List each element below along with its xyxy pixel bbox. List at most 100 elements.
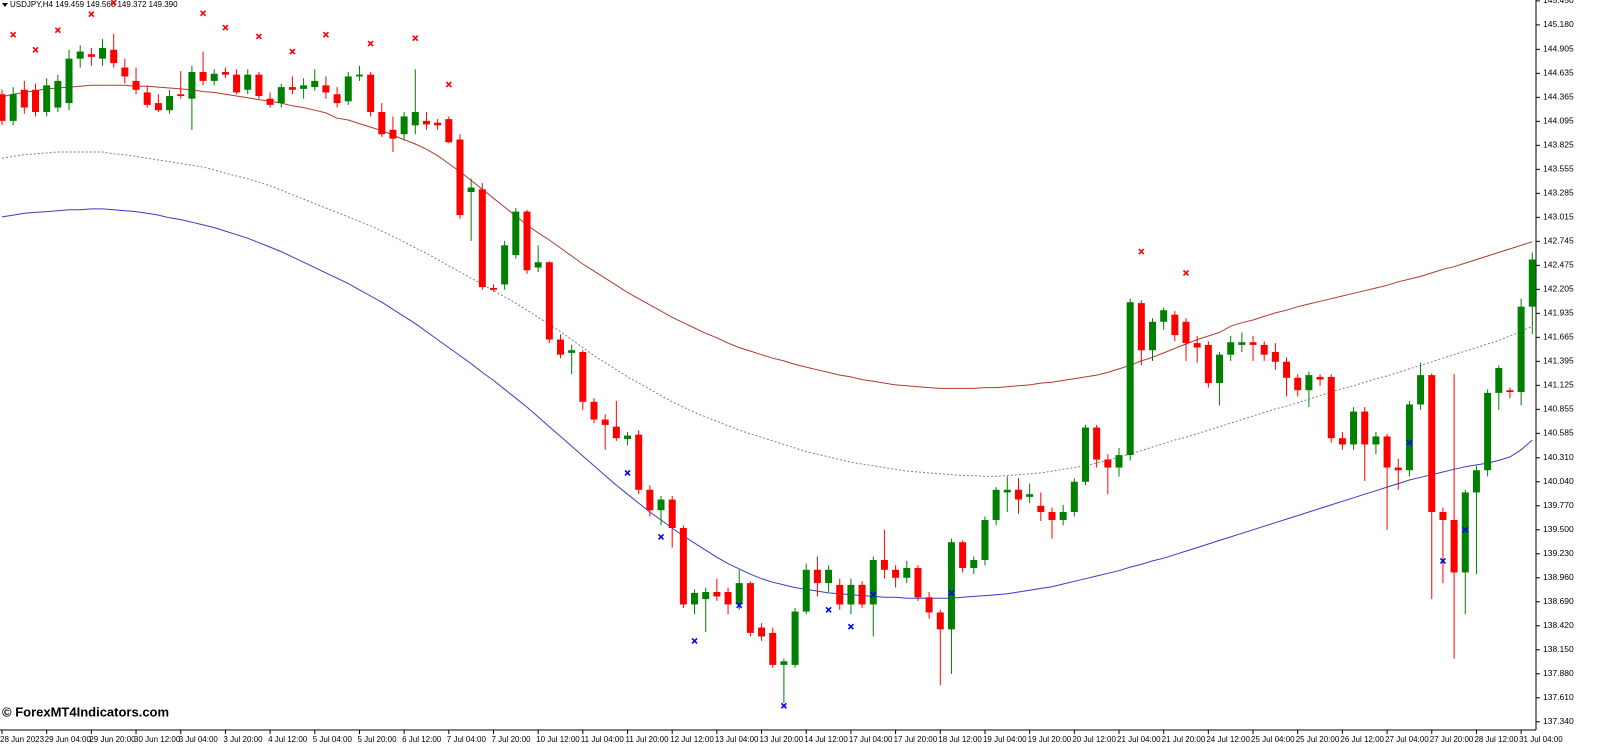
candle-body	[746, 583, 754, 633]
candle-body	[970, 560, 978, 568]
x-tick-label: 27 Jul 20:00	[1430, 735, 1474, 744]
candle-body	[177, 94, 185, 96]
candle-body	[858, 584, 866, 605]
candle-body	[501, 245, 509, 285]
x-tick-label: 13 Jul 20:00	[760, 735, 804, 744]
candle-body	[65, 58, 73, 104]
candle-body	[1227, 342, 1235, 355]
candle-body	[1070, 481, 1078, 512]
x-tick-label: 17 Jul 20:00	[894, 735, 938, 744]
x-tick-label: 29 Jun 20:00	[89, 735, 136, 744]
signal-marker	[10, 31, 17, 38]
symbol-menu-icon[interactable]	[2, 3, 8, 7]
x-tick-label: 6 Jul 12:00	[402, 735, 442, 744]
candle-body	[1193, 343, 1201, 348]
candle-body	[1182, 321, 1190, 344]
candle-body	[624, 435, 632, 440]
candle-body	[467, 187, 475, 192]
candle-body	[579, 352, 587, 402]
candle-body	[110, 49, 118, 64]
y-tick-label: 142.205	[1543, 284, 1574, 294]
chart-title: USDJPY,H4 149.459 149.560 149.372 149.39…	[10, 0, 178, 9]
x-tick-label: 28 Jul 12:00	[1474, 735, 1518, 744]
candle-body	[679, 528, 687, 605]
y-tick-label: 139.770	[1543, 500, 1574, 510]
signal-marker	[870, 591, 877, 598]
candle-body	[1394, 467, 1402, 471]
x-tick-label: 25 Jul 20:00	[1296, 735, 1340, 744]
y-tick-label: 144.635	[1543, 68, 1574, 78]
signal-marker	[289, 48, 296, 55]
candle-body	[445, 119, 453, 143]
candle-body	[9, 94, 17, 121]
candle-body	[724, 592, 732, 605]
candle-body	[892, 569, 900, 578]
candle-body	[1472, 470, 1480, 493]
indicator-line	[1, 151, 1533, 477]
watermark: © ForexMT4Indicators.com	[2, 704, 169, 719]
y-tick-label: 140.585	[1543, 428, 1574, 438]
y-tick-label: 141.665	[1543, 332, 1574, 342]
candle-body	[702, 592, 710, 600]
signal-marker	[1462, 526, 1469, 533]
candle-body	[769, 632, 777, 665]
candle-body	[1506, 390, 1514, 392]
x-tick-label: 13 Jul 04:00	[715, 735, 759, 744]
signal-marker	[110, 0, 117, 6]
x-tick-label: 3 Jul 20:00	[223, 735, 263, 744]
candle-body	[612, 426, 620, 439]
x-tick-label: 28 Jun 2023	[0, 735, 45, 744]
x-tick-label: 7 Jul 04:00	[447, 735, 487, 744]
x-tick-label: 5 Jul 04:00	[313, 735, 353, 744]
candle-body	[1171, 314, 1179, 336]
candle-body	[400, 116, 408, 135]
signal-marker	[322, 31, 329, 38]
candle-body	[300, 85, 308, 89]
signal-marker	[1138, 248, 1145, 255]
candle-body	[1104, 459, 1112, 468]
x-tick-label: 17 Jul 04:00	[849, 735, 893, 744]
candle-body	[1059, 512, 1067, 520]
candle-body	[1216, 354, 1224, 384]
signal-marker	[1406, 439, 1413, 446]
indicator-line	[1, 208, 1533, 599]
x-tick-label: 29 Jun 04:00	[45, 735, 92, 744]
y-tick-label: 143.825	[1543, 140, 1574, 150]
candle-body	[478, 189, 486, 288]
candle-body	[143, 92, 151, 105]
y-tick-label: 143.015	[1543, 212, 1574, 222]
candle-body	[1305, 375, 1313, 391]
x-tick-label: 7 Jul 20:00	[491, 735, 531, 744]
candle-body	[691, 592, 699, 605]
candle-body	[1439, 512, 1447, 520]
x-tick-label: 12 Jul 12:00	[670, 735, 714, 744]
candle-body	[20, 89, 28, 108]
candle-body	[947, 542, 955, 630]
candle-body	[1383, 436, 1391, 468]
candle-body	[869, 560, 877, 605]
y-tick-label: 140.310	[1543, 452, 1574, 462]
candle-body	[1495, 368, 1503, 393]
indicator-line	[1, 84, 1533, 389]
signal-marker	[367, 40, 374, 47]
x-tick-label: 11 Jul 20:00	[626, 735, 670, 744]
candle-body	[1249, 342, 1257, 345]
y-tick-label: 145.180	[1543, 19, 1574, 29]
candle-body	[344, 76, 352, 102]
x-tick-label: 24 Jul 12:00	[1206, 735, 1250, 744]
candle-body	[557, 339, 564, 355]
candle-body	[1316, 376, 1324, 380]
candle-body	[903, 568, 911, 578]
candle-body	[456, 139, 464, 216]
y-tick-label: 142.475	[1543, 260, 1574, 270]
candle-body	[154, 103, 162, 111]
x-tick-label: 4 Jul 12:00	[268, 735, 308, 744]
x-tick-label: 21 Jul 04:00	[1117, 735, 1161, 744]
y-tick-label: 138.960	[1543, 572, 1574, 582]
candle-body	[1361, 411, 1369, 445]
candle-body	[1238, 342, 1246, 345]
candle-body	[333, 94, 341, 104]
y-tick-label: 144.365	[1543, 92, 1574, 102]
signal-marker	[847, 623, 854, 630]
